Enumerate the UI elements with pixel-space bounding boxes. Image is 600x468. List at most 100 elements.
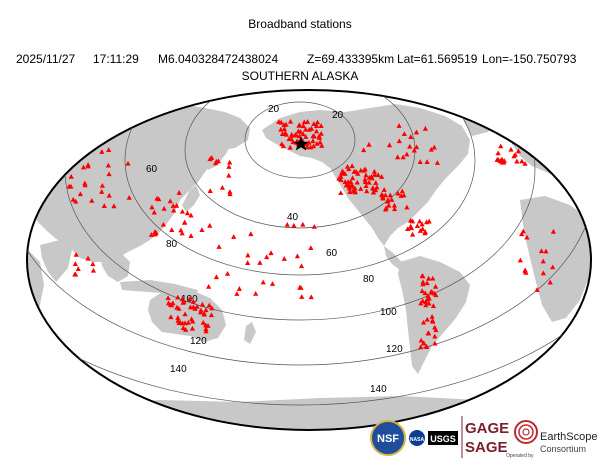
station-marker [425,292,431,298]
stations-layer [66,118,557,350]
station-marker [343,182,349,188]
station-marker [260,279,266,285]
station-marker [310,138,316,144]
station-marker [408,134,414,139]
station-marker [338,190,344,196]
station-marker [422,290,428,296]
station-marker [99,149,105,154]
station-marker [423,302,429,308]
station-marker [342,171,348,176]
station-marker [366,179,372,185]
station-marker [149,204,155,210]
station-marker [512,151,518,157]
station-marker [167,198,173,204]
station-marker [314,123,320,129]
station-marker [353,168,359,174]
station-marker [348,179,354,184]
landmass-africa-east [520,196,591,322]
contour-label: 80 [363,274,375,285]
station-marker [224,270,231,276]
station-marker [281,126,288,132]
station-marker [350,188,356,194]
station-marker [382,192,389,198]
station-marker [432,283,439,289]
station-marker [284,221,290,227]
station-marker [423,219,430,225]
station-marker [311,223,317,229]
station-marker [426,300,432,306]
station-marker [219,184,226,190]
station-marker [296,122,303,128]
station-marker [385,197,391,203]
station-marker [179,230,185,236]
station-marker [236,286,242,291]
station-marker [404,204,410,210]
station-marker [550,228,557,234]
station-marker [396,138,402,144]
station-marker [180,325,186,331]
station-marker [184,210,191,216]
station-marker [362,179,368,184]
contour-label: 40 [287,212,299,223]
event-longitude: Lon=-150.750793 [482,52,577,66]
landmass-india [40,240,72,282]
station-marker [293,132,300,138]
station-marker [106,192,112,198]
station-marker [311,121,317,126]
station-marker [194,303,200,309]
station-marker [208,312,215,318]
station-marker [105,162,111,168]
station-marker [364,188,370,194]
station-marker [379,174,385,179]
station-marker [198,309,204,315]
station-marker [287,144,293,150]
station-marker [125,160,131,166]
station-marker [126,194,132,200]
station-marker [429,313,435,319]
contour-label: 20 [332,110,344,121]
station-marker [392,206,398,212]
station-marker [433,327,439,333]
station-marker [342,179,348,184]
station-marker [419,273,425,278]
station-marker [372,172,378,177]
station-marker [303,134,309,139]
station-marker [362,176,368,182]
station-marker [423,343,430,349]
station-marker [101,203,107,208]
station-marker [345,181,351,186]
station-marker [349,163,355,169]
station-marker [547,279,553,285]
station-marker [82,180,88,186]
station-marker [207,222,213,228]
station-marker [99,189,105,194]
station-marker [185,319,191,325]
station-marker [90,261,96,267]
station-marker [363,183,369,189]
station-marker [283,131,289,137]
station-marker [524,234,530,240]
station-marker [424,316,430,322]
station-marker [216,244,222,249]
event-region: SOUTHERN ALASKA [241,69,359,83]
station-marker [338,177,344,182]
gage-label: GAGE [465,420,509,437]
station-marker [174,202,180,208]
station-marker [358,186,364,191]
station-marker [538,248,545,254]
station-marker [411,147,417,153]
landmass-kamchatka [205,135,232,170]
station-marker [290,139,296,145]
event-date: 2025/11/27 [16,52,76,66]
station-marker [279,131,286,137]
station-marker [522,268,528,274]
station-marker [257,260,263,265]
station-marker [318,130,324,136]
station-marker [422,230,428,236]
station-marker [179,208,186,214]
station-marker [245,252,251,258]
station-marker [424,280,430,286]
station-marker [165,295,171,301]
station-marker [207,156,213,162]
event-time: 17:11:29 [93,52,139,66]
